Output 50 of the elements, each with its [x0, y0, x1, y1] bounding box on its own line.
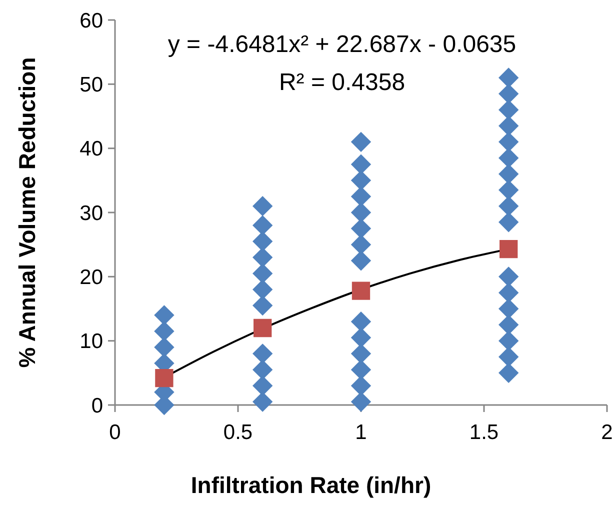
x-tick-label: 1.5 — [469, 421, 499, 444]
point — [350, 360, 372, 380]
point — [254, 318, 272, 338]
x-tick-label: 0 — [109, 421, 121, 444]
point — [252, 360, 273, 380]
point — [498, 100, 519, 120]
point — [155, 368, 174, 388]
point — [252, 196, 273, 216]
x-tick-label: 0.5 — [223, 421, 253, 444]
y-tick-label: 20 — [80, 266, 103, 290]
point — [498, 282, 519, 303]
x-axis-title: Infiltration Rate (in/hr) — [190, 472, 432, 498]
point — [498, 84, 519, 104]
point — [350, 250, 372, 271]
x-tick-label: 2 — [601, 421, 613, 444]
point — [498, 314, 519, 335]
point — [350, 392, 372, 412]
y-tick-label: 0 — [91, 394, 103, 418]
point — [498, 298, 519, 319]
y-tick-label: 50 — [80, 74, 103, 97]
x-tick-label: 1 — [355, 421, 367, 444]
point — [350, 344, 372, 364]
point — [498, 266, 519, 287]
point — [352, 282, 370, 300]
y-tick-label: 10 — [80, 330, 103, 354]
point — [498, 68, 519, 88]
point — [498, 330, 519, 351]
point — [252, 344, 273, 364]
point — [350, 328, 372, 348]
point — [500, 240, 518, 258]
y-axis-title: % Annual Volume Reduction — [14, 57, 40, 368]
point — [498, 362, 519, 384]
point — [350, 376, 372, 396]
point — [498, 212, 519, 232]
point — [498, 346, 519, 367]
point — [350, 132, 372, 152]
point — [498, 116, 519, 136]
point — [350, 154, 372, 174]
point — [252, 215, 273, 236]
point — [154, 337, 174, 358]
annotation: R² = 0.4358 — [278, 69, 406, 96]
y-tick-label: 30 — [80, 202, 103, 225]
annotation: y = -4.6481x² + 22.687x - 0.0635 — [168, 31, 516, 58]
point — [252, 231, 273, 252]
y-tick-label: 60 — [80, 9, 103, 32]
point — [154, 305, 174, 326]
point — [252, 392, 273, 412]
y-tick-label: 40 — [80, 138, 103, 161]
point — [252, 376, 273, 396]
point — [154, 321, 174, 342]
